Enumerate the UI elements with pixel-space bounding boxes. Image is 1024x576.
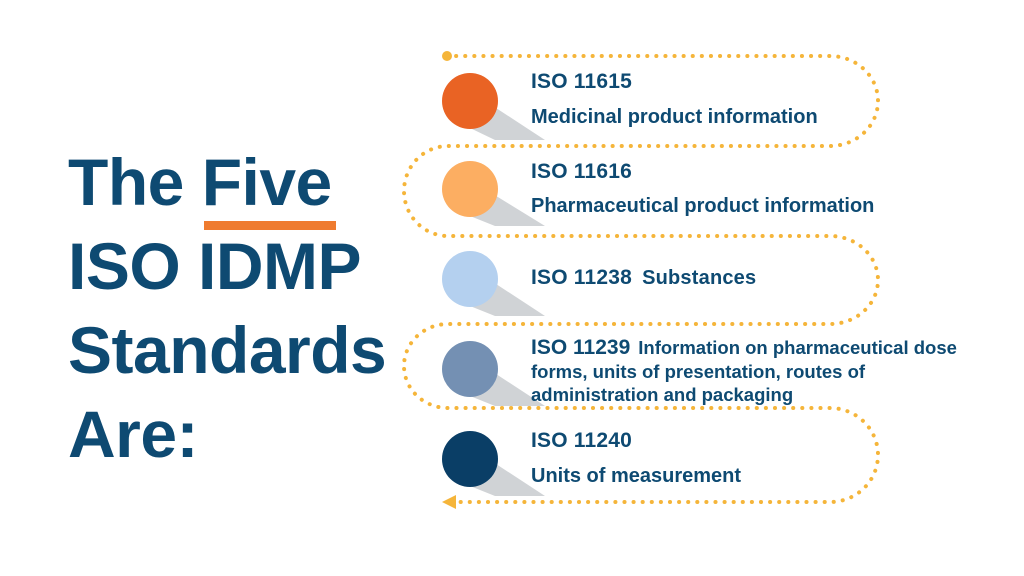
title-underline <box>203 221 336 230</box>
title-emphasis-word: Five <box>201 145 333 219</box>
title-line-1: The Five <box>68 140 386 230</box>
standard-4-circle <box>442 341 498 397</box>
standard-3-description: Substances <box>642 267 757 289</box>
standard-2-description: Pharmaceutical product information <box>531 195 875 217</box>
standard-2-circle <box>442 161 498 217</box>
title-line-4: Are: <box>68 397 199 471</box>
standard-3-row: ISO 11238 Substances <box>531 266 756 290</box>
path-start-dot <box>442 51 452 61</box>
standard-4-description: Information on pharmaceutical dose forms… <box>531 337 957 405</box>
path-end-arrow-icon <box>442 495 456 509</box>
standard-3-circle <box>442 251 498 307</box>
standard-4-code: ISO 11239 <box>531 336 631 359</box>
standard-2-code: ISO 11616 <box>531 160 633 183</box>
standard-5-circle <box>442 431 498 487</box>
standard-5-code: ISO 11240 <box>531 429 633 452</box>
shadows <box>470 76 545 496</box>
standard-1-description: Medicinal product information <box>531 106 818 128</box>
standard-1-code: ISO 11615 <box>531 70 633 93</box>
title-emphasis: Five <box>201 140 336 230</box>
standard-1-circle <box>442 73 498 129</box>
standard-5-description: Units of measurement <box>531 465 742 487</box>
title-line-3: Standards <box>68 313 387 387</box>
standard-3-code: ISO 11238 <box>531 266 633 289</box>
title-prefix: The <box>68 145 184 219</box>
page-title: The Five ISO IDMP Standards Are: <box>68 140 387 476</box>
standard-4-row: ISO 11239 Information on pharmaceutical d… <box>531 336 981 407</box>
title-line-2: ISO IDMP <box>68 229 362 303</box>
